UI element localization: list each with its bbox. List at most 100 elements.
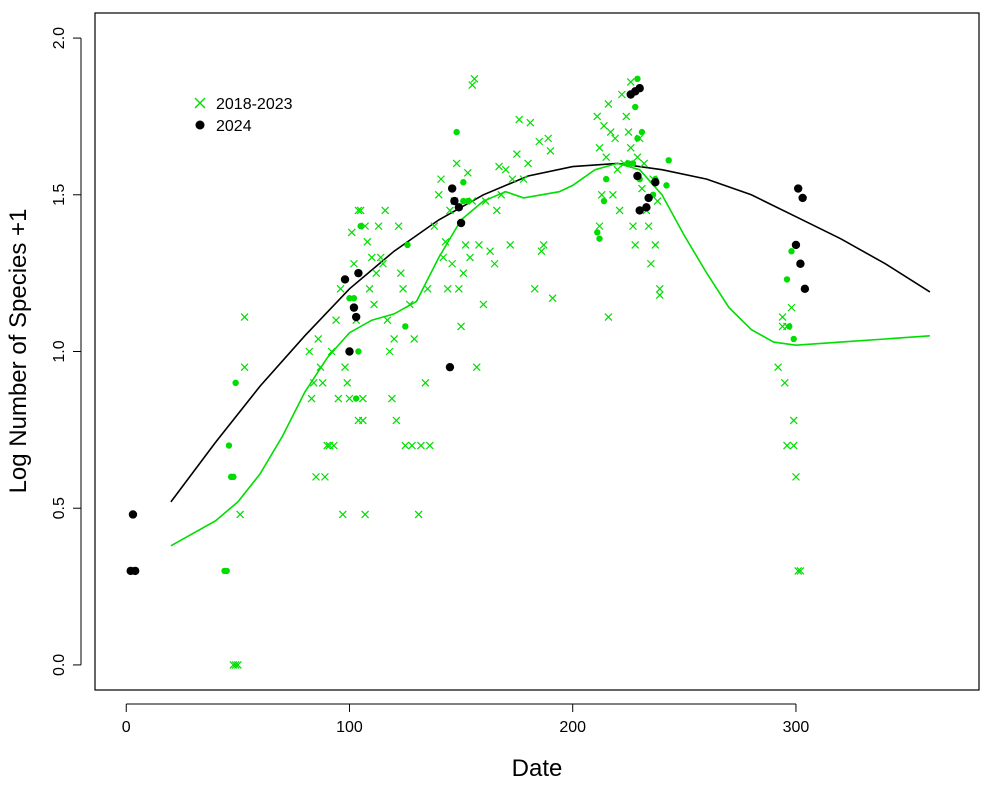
point-x <box>341 363 349 372</box>
point-x <box>314 335 323 343</box>
point-x <box>626 143 635 152</box>
point-x-stroke <box>608 190 617 199</box>
point-x-stroke <box>323 441 332 450</box>
point-circle <box>460 179 467 186</box>
point-x <box>463 168 472 177</box>
point-x <box>515 115 524 124</box>
point-x-stroke <box>624 128 633 137</box>
legend-marker-circle <box>195 120 205 130</box>
point-x <box>318 378 327 387</box>
point-x <box>646 259 655 268</box>
point-circle <box>663 182 670 189</box>
point-x-stroke <box>530 284 539 293</box>
point-circle <box>354 268 363 278</box>
point-circle <box>600 197 608 205</box>
point-circle <box>642 203 651 212</box>
point-x <box>479 300 488 309</box>
point-x-stroke <box>470 74 479 83</box>
point-x <box>358 416 367 425</box>
point-x <box>233 661 242 669</box>
point-x-stroke <box>332 316 341 325</box>
point-circle <box>340 275 350 284</box>
point-x-stroke <box>379 259 387 268</box>
point-x-stroke <box>365 284 374 293</box>
point-x-stroke <box>637 184 646 193</box>
point-x <box>374 222 383 231</box>
point-x-stroke <box>452 159 461 168</box>
point-x <box>497 190 506 199</box>
point-x <box>387 394 396 403</box>
point-x-stroke <box>233 661 242 669</box>
point-x <box>394 222 403 231</box>
point-x-stroke <box>783 441 791 450</box>
point-x-stroke <box>512 150 521 158</box>
point-x <box>361 510 370 519</box>
point-x <box>626 78 635 86</box>
point-x-stroke <box>329 441 338 450</box>
point-x <box>347 228 356 237</box>
point-x-stroke <box>792 472 800 481</box>
point-x <box>316 363 325 372</box>
point-x <box>602 153 611 162</box>
point-x-stroke <box>338 510 347 519</box>
point-x <box>396 269 405 278</box>
point-x <box>508 175 517 184</box>
point-x-stroke <box>441 237 450 246</box>
point-circle <box>454 203 464 212</box>
point-x-stroke <box>354 206 363 215</box>
point-x-stroke <box>794 566 803 575</box>
point-x <box>399 284 407 293</box>
point-circle <box>790 335 797 343</box>
point-circle <box>230 473 237 481</box>
point-x <box>439 253 448 262</box>
point-x-stroke <box>454 284 463 293</box>
point-x <box>617 90 626 99</box>
point-x <box>446 206 454 215</box>
point-x <box>452 159 461 168</box>
point-x-stroke <box>334 394 343 403</box>
point-x <box>604 99 613 108</box>
point-x-stroke <box>410 335 419 343</box>
point-circle <box>404 241 411 249</box>
point-circle <box>345 347 354 356</box>
point-x <box>401 441 410 450</box>
point-x-stroke <box>425 441 434 450</box>
point-x <box>604 313 613 321</box>
point-x-stroke <box>492 206 501 215</box>
point-x <box>794 566 803 575</box>
point-x-stroke <box>778 313 787 321</box>
point-circle <box>450 196 459 206</box>
point-circle <box>349 303 359 312</box>
point-x <box>379 259 387 268</box>
point-x <box>600 121 608 130</box>
point-x-stroke <box>780 378 789 387</box>
point-x <box>430 222 439 231</box>
point-x <box>312 472 320 481</box>
point-x-stroke <box>640 159 649 168</box>
point-x-stroke <box>796 566 805 575</box>
point-x <box>343 378 352 387</box>
point-x-stroke <box>548 294 557 303</box>
point-x-stroke <box>361 510 370 519</box>
point-x <box>615 206 624 215</box>
point-circle <box>791 240 801 250</box>
point-x-stroke <box>236 510 245 519</box>
point-x <box>655 291 664 300</box>
point-x-stroke <box>385 347 394 356</box>
point-x <box>240 363 249 372</box>
point-x-stroke <box>381 206 390 215</box>
point-x <box>501 165 510 174</box>
point-x-stroke <box>479 300 488 309</box>
point-x-stroke <box>314 335 323 343</box>
point-x <box>595 143 604 152</box>
point-x-stroke <box>394 222 403 231</box>
point-x <box>410 335 419 343</box>
point-x-stroke <box>434 190 443 199</box>
point-x-stroke <box>321 472 329 481</box>
point-x <box>470 74 479 83</box>
point-x <box>329 441 338 450</box>
point-x-stroke <box>437 175 445 184</box>
point-x <box>381 206 390 215</box>
point-x-stroke <box>526 118 535 127</box>
point-x-stroke <box>350 259 358 268</box>
